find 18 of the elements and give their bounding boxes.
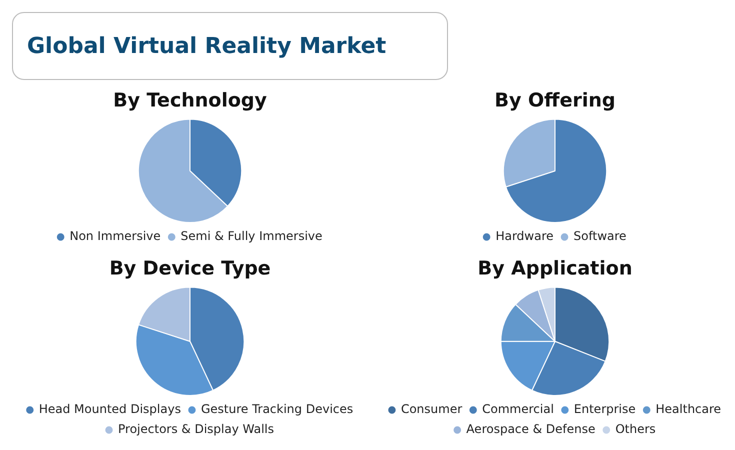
- legend-label: Hardware: [496, 229, 554, 244]
- legend-label: Software: [574, 229, 626, 244]
- chart-title: By Offering: [494, 89, 616, 112]
- legend-label: Healthcare: [656, 402, 722, 416]
- legend-label: Semi & Fully Immersive: [180, 229, 322, 244]
- legend-label: Consumer: [400, 402, 462, 416]
- legend-label: Projectors & Display Walls: [118, 422, 274, 436]
- legend-label: Enterprise: [574, 402, 636, 416]
- legend-label: Head Mounted Displays: [38, 402, 181, 416]
- legend-label: Gesture Tracking Devices: [200, 402, 354, 416]
- legend-label: Others: [615, 422, 656, 436]
- text: Global Virtual Reality Market: [12, 12, 448, 80]
- chart-title: By Technology: [113, 89, 268, 112]
- legend-label: Commercial: [482, 402, 554, 416]
- chart-title: By Device Type: [109, 257, 271, 280]
- legend-label: Aerospace & Defense: [466, 422, 596, 436]
- legend-label: Non Immersive: [70, 229, 161, 244]
- chart-title: By Application: [478, 257, 632, 280]
